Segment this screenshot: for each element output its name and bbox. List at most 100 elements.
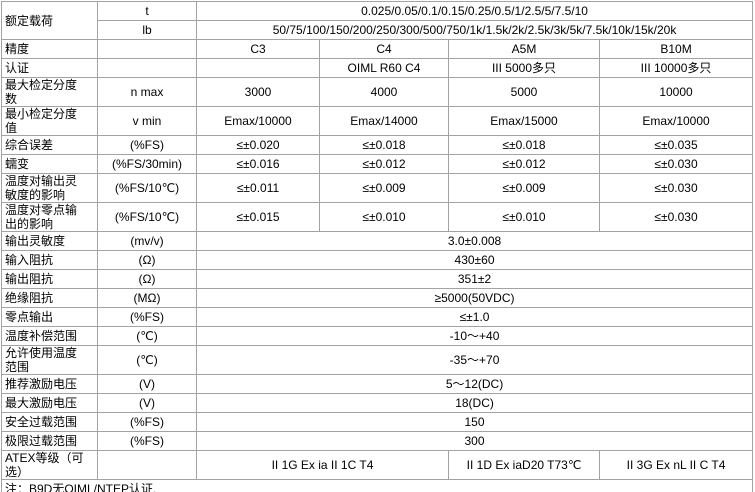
rated-load-unit-lb: lb — [97, 20, 197, 40]
row-safe-overload: 安全过载范围 (%FS) 150 — [1, 412, 754, 432]
service-temp-range-label: 允许使用温度范围 — [1, 345, 98, 375]
rated-load-unit-t: t — [97, 1, 197, 21]
creep-unit: (%FS/30min) — [97, 154, 197, 174]
temp-sensitivity-b10m: ≤±0.030 — [598, 173, 754, 203]
input-impedance-label: 输入阻抗 — [1, 250, 98, 270]
combined-error-label: 综合误差 — [1, 135, 98, 155]
accuracy-c4: C4 — [319, 39, 449, 59]
row-ultimate-overload: 极限过载范围 (%FS) 300 — [1, 431, 754, 451]
empty-cell — [97, 450, 197, 480]
footnote: 注：B9D无OIML/NTEP认证. — [0, 479, 754, 492]
zero-output-unit: (%FS) — [97, 307, 197, 327]
row-certification: 认证 OIML R60 C4 III 5000多只 III 10000多只 — [1, 58, 754, 78]
recommended-excitation-value: 5～12(DC) — [195, 374, 754, 394]
row-v-min: 最小检定分度值 v min Emax/10000 Emax/14000 Emax… — [1, 106, 754, 136]
output-impedance-unit: (Ω) — [97, 269, 197, 289]
temp-comp-range-unit: (℃) — [97, 326, 197, 346]
safe-overload-value: 150 — [195, 412, 754, 432]
temp-zero-c3: ≤±0.015 — [196, 202, 320, 232]
row-recommended-excitation: 推荐激励电压 (V) 5～12(DC) — [1, 374, 754, 394]
accuracy-b10m: B10M — [598, 39, 754, 59]
combined-error-c3: ≤±0.020 — [196, 135, 320, 155]
safe-overload-unit: (%FS) — [97, 412, 197, 432]
creep-b10m: ≤±0.030 — [598, 154, 754, 174]
input-impedance-unit: (Ω) — [97, 250, 197, 270]
v-min-label: 最小检定分度值 — [1, 106, 98, 136]
temp-zero-unit: (%FS/10℃) — [97, 202, 197, 232]
creep-c4: ≤±0.012 — [319, 154, 449, 174]
atex-label: ATEX等级（可选） — [1, 450, 98, 480]
temp-zero-c4: ≤±0.010 — [319, 202, 449, 232]
output-impedance-label: 输出阻抗 — [1, 269, 98, 289]
atex-b10m: II 3G Ex nL II C T4 — [598, 450, 754, 480]
rated-load-label: 额定载荷 — [1, 1, 98, 40]
row-insulation-impedance: 绝缘阻抗 (MΩ) ≥5000(50VDC) — [1, 288, 754, 308]
row-n-max: 最大检定分度数 n max 3000 4000 5000 10000 — [1, 77, 754, 107]
v-min-a5m: Emax/15000 — [448, 106, 600, 136]
accuracy-a5m: A5M — [448, 39, 600, 59]
v-min-c3: Emax/10000 — [196, 106, 320, 136]
rated-load-values-lb: 50/75/100/150/200/250/300/500/750/1k/1.5… — [195, 20, 754, 40]
output-sensitivity-value: 3.0±0.008 — [195, 231, 754, 251]
service-temp-range-unit: (℃) — [97, 345, 197, 375]
temp-zero-label: 温度对零点输出的影响 — [1, 202, 98, 232]
row-note: 注：B9D无OIML/NTEP认证. — [0, 479, 754, 492]
creep-label: 蠕变 — [1, 154, 98, 174]
row-rated-load-t: 额定载荷 t 0.025/0.05/0.1/0.15/0.25/0.5/1/2.… — [1, 1, 754, 40]
service-temp-range-value: -35～+70 — [195, 345, 754, 375]
temp-comp-range-label: 温度补偿范围 — [1, 326, 98, 346]
insulation-impedance-unit: (MΩ) — [97, 288, 197, 308]
accuracy-c3: C3 — [196, 39, 320, 59]
combined-error-a5m: ≤±0.018 — [448, 135, 600, 155]
temp-sensitivity-c4: ≤±0.009 — [319, 173, 449, 203]
creep-c3: ≤±0.016 — [196, 154, 320, 174]
combined-error-b10m: ≤±0.035 — [598, 135, 754, 155]
v-min-b10m: Emax/10000 — [598, 106, 754, 136]
output-sensitivity-unit: (mv/v) — [97, 231, 197, 251]
v-min-c4: Emax/14000 — [319, 106, 449, 136]
atex-a5m: II 1D Ex iaD20 T73℃ — [448, 450, 600, 480]
row-accuracy: 精度 C3 C4 A5M B10M — [1, 39, 754, 59]
row-creep: 蠕变 (%FS/30min) ≤±0.016 ≤±0.012 ≤±0.012 ≤… — [1, 154, 754, 174]
row-input-impedance: 输入阻抗 (Ω) 430±60 — [1, 250, 754, 270]
certification-b10m: III 10000多只 — [598, 58, 754, 78]
v-min-unit: v min — [97, 106, 197, 136]
empty-cell — [97, 58, 197, 78]
temp-zero-a5m: ≤±0.010 — [448, 202, 600, 232]
zero-output-label: 零点输出 — [1, 307, 98, 327]
row-max-excitation: 最大激励电压 (V) 18(DC) — [1, 393, 754, 413]
row-combined-error: 综合误差 (%FS) ≤±0.020 ≤±0.018 ≤±0.018 ≤±0.0… — [1, 135, 754, 155]
row-output-sensitivity: 输出灵敏度 (mv/v) 3.0±0.008 — [1, 231, 754, 251]
creep-a5m: ≤±0.012 — [448, 154, 600, 174]
max-excitation-value: 18(DC) — [195, 393, 754, 413]
row-output-impedance: 输出阻抗 (Ω) 351±2 — [1, 269, 754, 289]
output-sensitivity-label: 输出灵敏度 — [1, 231, 98, 251]
n-max-unit: n max — [97, 77, 197, 107]
insulation-impedance-label: 绝缘阻抗 — [1, 288, 98, 308]
row-service-temp-range: 允许使用温度范围 (℃) -35～+70 — [1, 345, 754, 375]
max-excitation-label: 最大激励电压 — [1, 393, 98, 413]
n-max-b10m: 10000 — [598, 77, 754, 107]
combined-error-c4: ≤±0.018 — [319, 135, 449, 155]
max-excitation-unit: (V) — [97, 393, 197, 413]
temp-sensitivity-unit: (%FS/10℃) — [97, 173, 197, 203]
row-temp-zero: 温度对零点输出的影响 (%FS/10℃) ≤±0.015 ≤±0.010 ≤±0… — [1, 202, 754, 232]
n-max-label: 最大检定分度数 — [1, 77, 98, 107]
row-zero-output: 零点输出 (%FS) ≤±1.0 — [1, 307, 754, 327]
insulation-impedance-value: ≥5000(50VDC) — [195, 288, 754, 308]
certification-a5m: III 5000多只 — [448, 58, 600, 78]
atex-c3-c4: II 1G Ex ia II 1C T4 — [196, 450, 449, 480]
recommended-excitation-label: 推荐激励电压 — [1, 374, 98, 394]
row-temp-sensitivity: 温度对输出灵敏度的影响 (%FS/10℃) ≤±0.011 ≤±0.009 ≤±… — [1, 173, 754, 203]
accuracy-label: 精度 — [1, 39, 98, 59]
ultimate-overload-label: 极限过载范围 — [1, 431, 98, 451]
temp-sensitivity-a5m: ≤±0.009 — [448, 173, 600, 203]
certification-label: 认证 — [1, 58, 98, 78]
empty-cell — [196, 58, 320, 78]
temp-sensitivity-label: 温度对输出灵敏度的影响 — [1, 173, 98, 203]
n-max-a5m: 5000 — [448, 77, 600, 107]
recommended-excitation-unit: (V) — [97, 374, 197, 394]
empty-cell — [97, 39, 197, 59]
